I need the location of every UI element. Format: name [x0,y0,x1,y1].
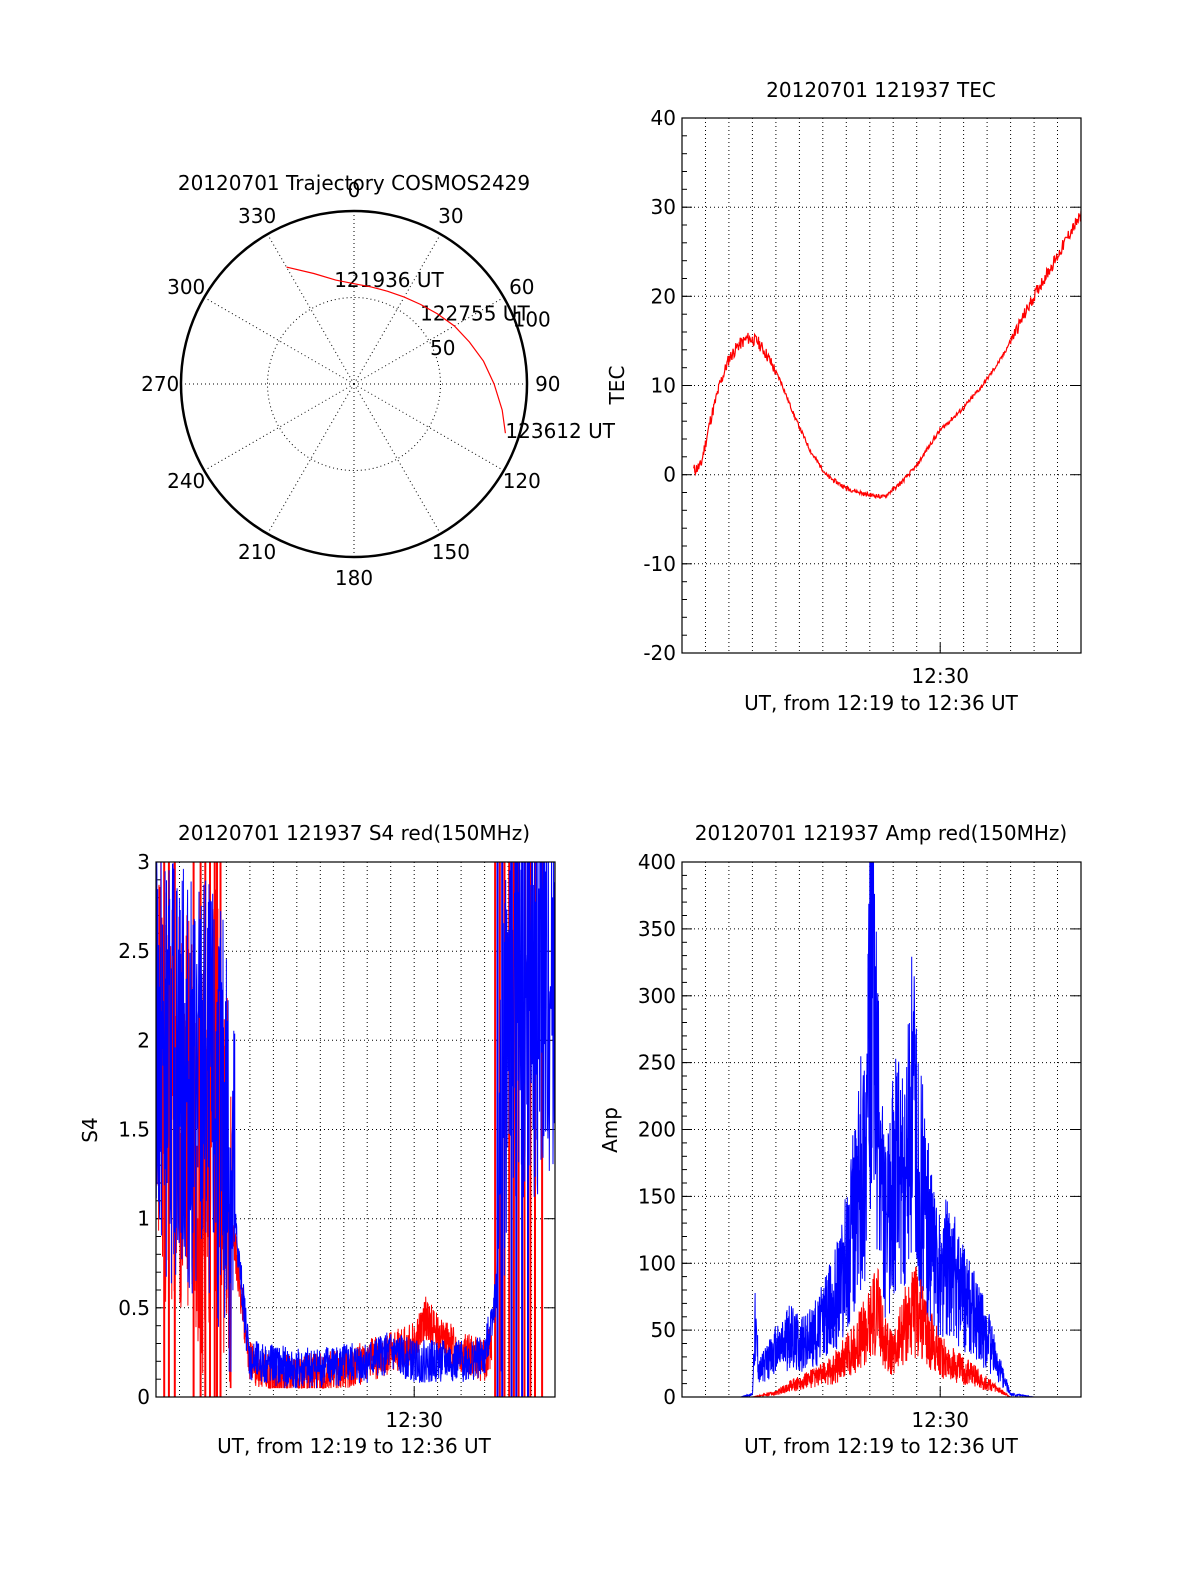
polar-azimuth-label: 180 [335,566,373,590]
amp-xtick-label: 12:30 [911,1408,969,1432]
polar-outer-ring [179,209,529,559]
s4-ytick-label: 0 [137,1385,150,1409]
tec-xlabel: UT, from 12:19 to 12:36 UT [744,691,1019,715]
polar-spoke-300 [203,297,355,385]
amp-ytick-label: 50 [651,1318,676,1342]
amp-ytick-label: 150 [638,1184,676,1208]
s4-series-blue [156,862,555,1389]
polar-inner-ring [267,297,441,471]
tec-ytick-label: -20 [643,641,676,665]
tec-ytick-label: 10 [651,374,676,398]
polar-spoke-120 [353,383,505,471]
polar-azimuth-label: 60 [509,275,534,299]
s4-ytick-label: 3 [137,850,150,874]
polar-azimuth-label: 150 [432,540,470,564]
polar-radius-label: 100 [513,307,551,331]
tec-panel: 20120701 121937 TEC UT, from 12:19 to 12… [605,78,1082,715]
amp-ytick-label: 200 [638,1118,676,1142]
polar-azimuth-label: 0 [348,178,361,202]
amp-ytick-label: 350 [638,917,676,941]
s4-plot [156,862,555,1397]
polar-azimuth-label: 240 [167,469,205,493]
tec-ytick-label: 20 [651,284,676,308]
amp-series-blue [682,862,1081,1397]
s4-ytick-label: 1 [137,1207,150,1231]
amp-ytick-label: 300 [638,984,676,1008]
tec-ytick-label: 0 [663,463,676,487]
s4-ylabel: S4 [78,1117,102,1142]
s4-ytick-label: 2.5 [118,939,150,963]
amp-frame [681,861,1082,1398]
polar-time-label: 121936 UT [334,268,444,292]
s4-xlabel: UT, from 12:19 to 12:36 UT [217,1434,492,1458]
amp-title: 20120701 121937 Amp red(150MHz) [695,821,1067,845]
tec-ytick-label: 40 [651,106,676,130]
amp-plot [682,862,1081,1397]
polar-trajectory-line [286,266,506,434]
polar-spoke-330 [267,233,355,385]
tec-ytick-label: 30 [651,195,676,219]
tec-plot [693,211,1081,499]
polar-radius-label: 50 [430,336,455,360]
polar-spoke-240 [203,383,355,471]
polar-spoke-150 [353,383,441,535]
tec-ylabel: TEC [605,366,629,406]
polar-spoke-210 [267,383,355,535]
polar-spoke-60 [353,297,505,385]
polar-azimuth-label: 90 [535,372,560,396]
s4-panel: 20120701 121937 S4 red(150MHz) UT, from … [78,821,556,1458]
polar-azimuth-label: 120 [503,469,541,493]
polar-time-label: 122755 UT [420,302,530,326]
amp-ytick-label: 100 [638,1251,676,1275]
s4-title: 20120701 121937 S4 red(150MHz) [178,821,530,845]
tec-ytick-label: -10 [643,552,676,576]
tec-title: 20120701 121937 TEC [766,78,996,102]
s4-ytick-label: 0.5 [118,1296,150,1320]
tec-series-red [693,211,1081,499]
amp-ytick-label: 0 [663,1385,676,1409]
amp-xlabel: UT, from 12:19 to 12:36 UT [744,1434,1019,1458]
s4-ytick-label: 2 [137,1028,150,1052]
s4-xtick-label: 12:30 [385,1408,443,1432]
tec-frame [681,117,1082,654]
s4-frame [155,861,556,1398]
polar-title: 20120701 Trajectory COSMOS2429 [178,171,530,195]
polar-spoke-30 [353,233,441,385]
polar-azimuth-label: 210 [238,540,276,564]
tec-xtick-label: 12:30 [911,664,969,688]
s4-ytick-label: 1.5 [118,1118,150,1142]
amp-panel: 20120701 121937 Amp red(150MHz) UT, from… [598,821,1082,1458]
amp-ylabel: Amp [598,1107,622,1153]
polar-azimuth-label: 300 [167,275,205,299]
polar-azimuth-label: 30 [438,204,463,228]
amp-series-red [682,1266,1081,1397]
polar-time-label: 123612 UT [505,419,615,443]
polar-trajectory-panel: 20120701 Trajectory COSMOS2429 0 30 60 90 12… [141,171,616,590]
amp-ytick-label: 250 [638,1051,676,1075]
polar-azimuth-label: 330 [238,204,276,228]
amp-ytick-label: 400 [638,850,676,874]
polar-azimuth-label: 270 [141,372,179,396]
